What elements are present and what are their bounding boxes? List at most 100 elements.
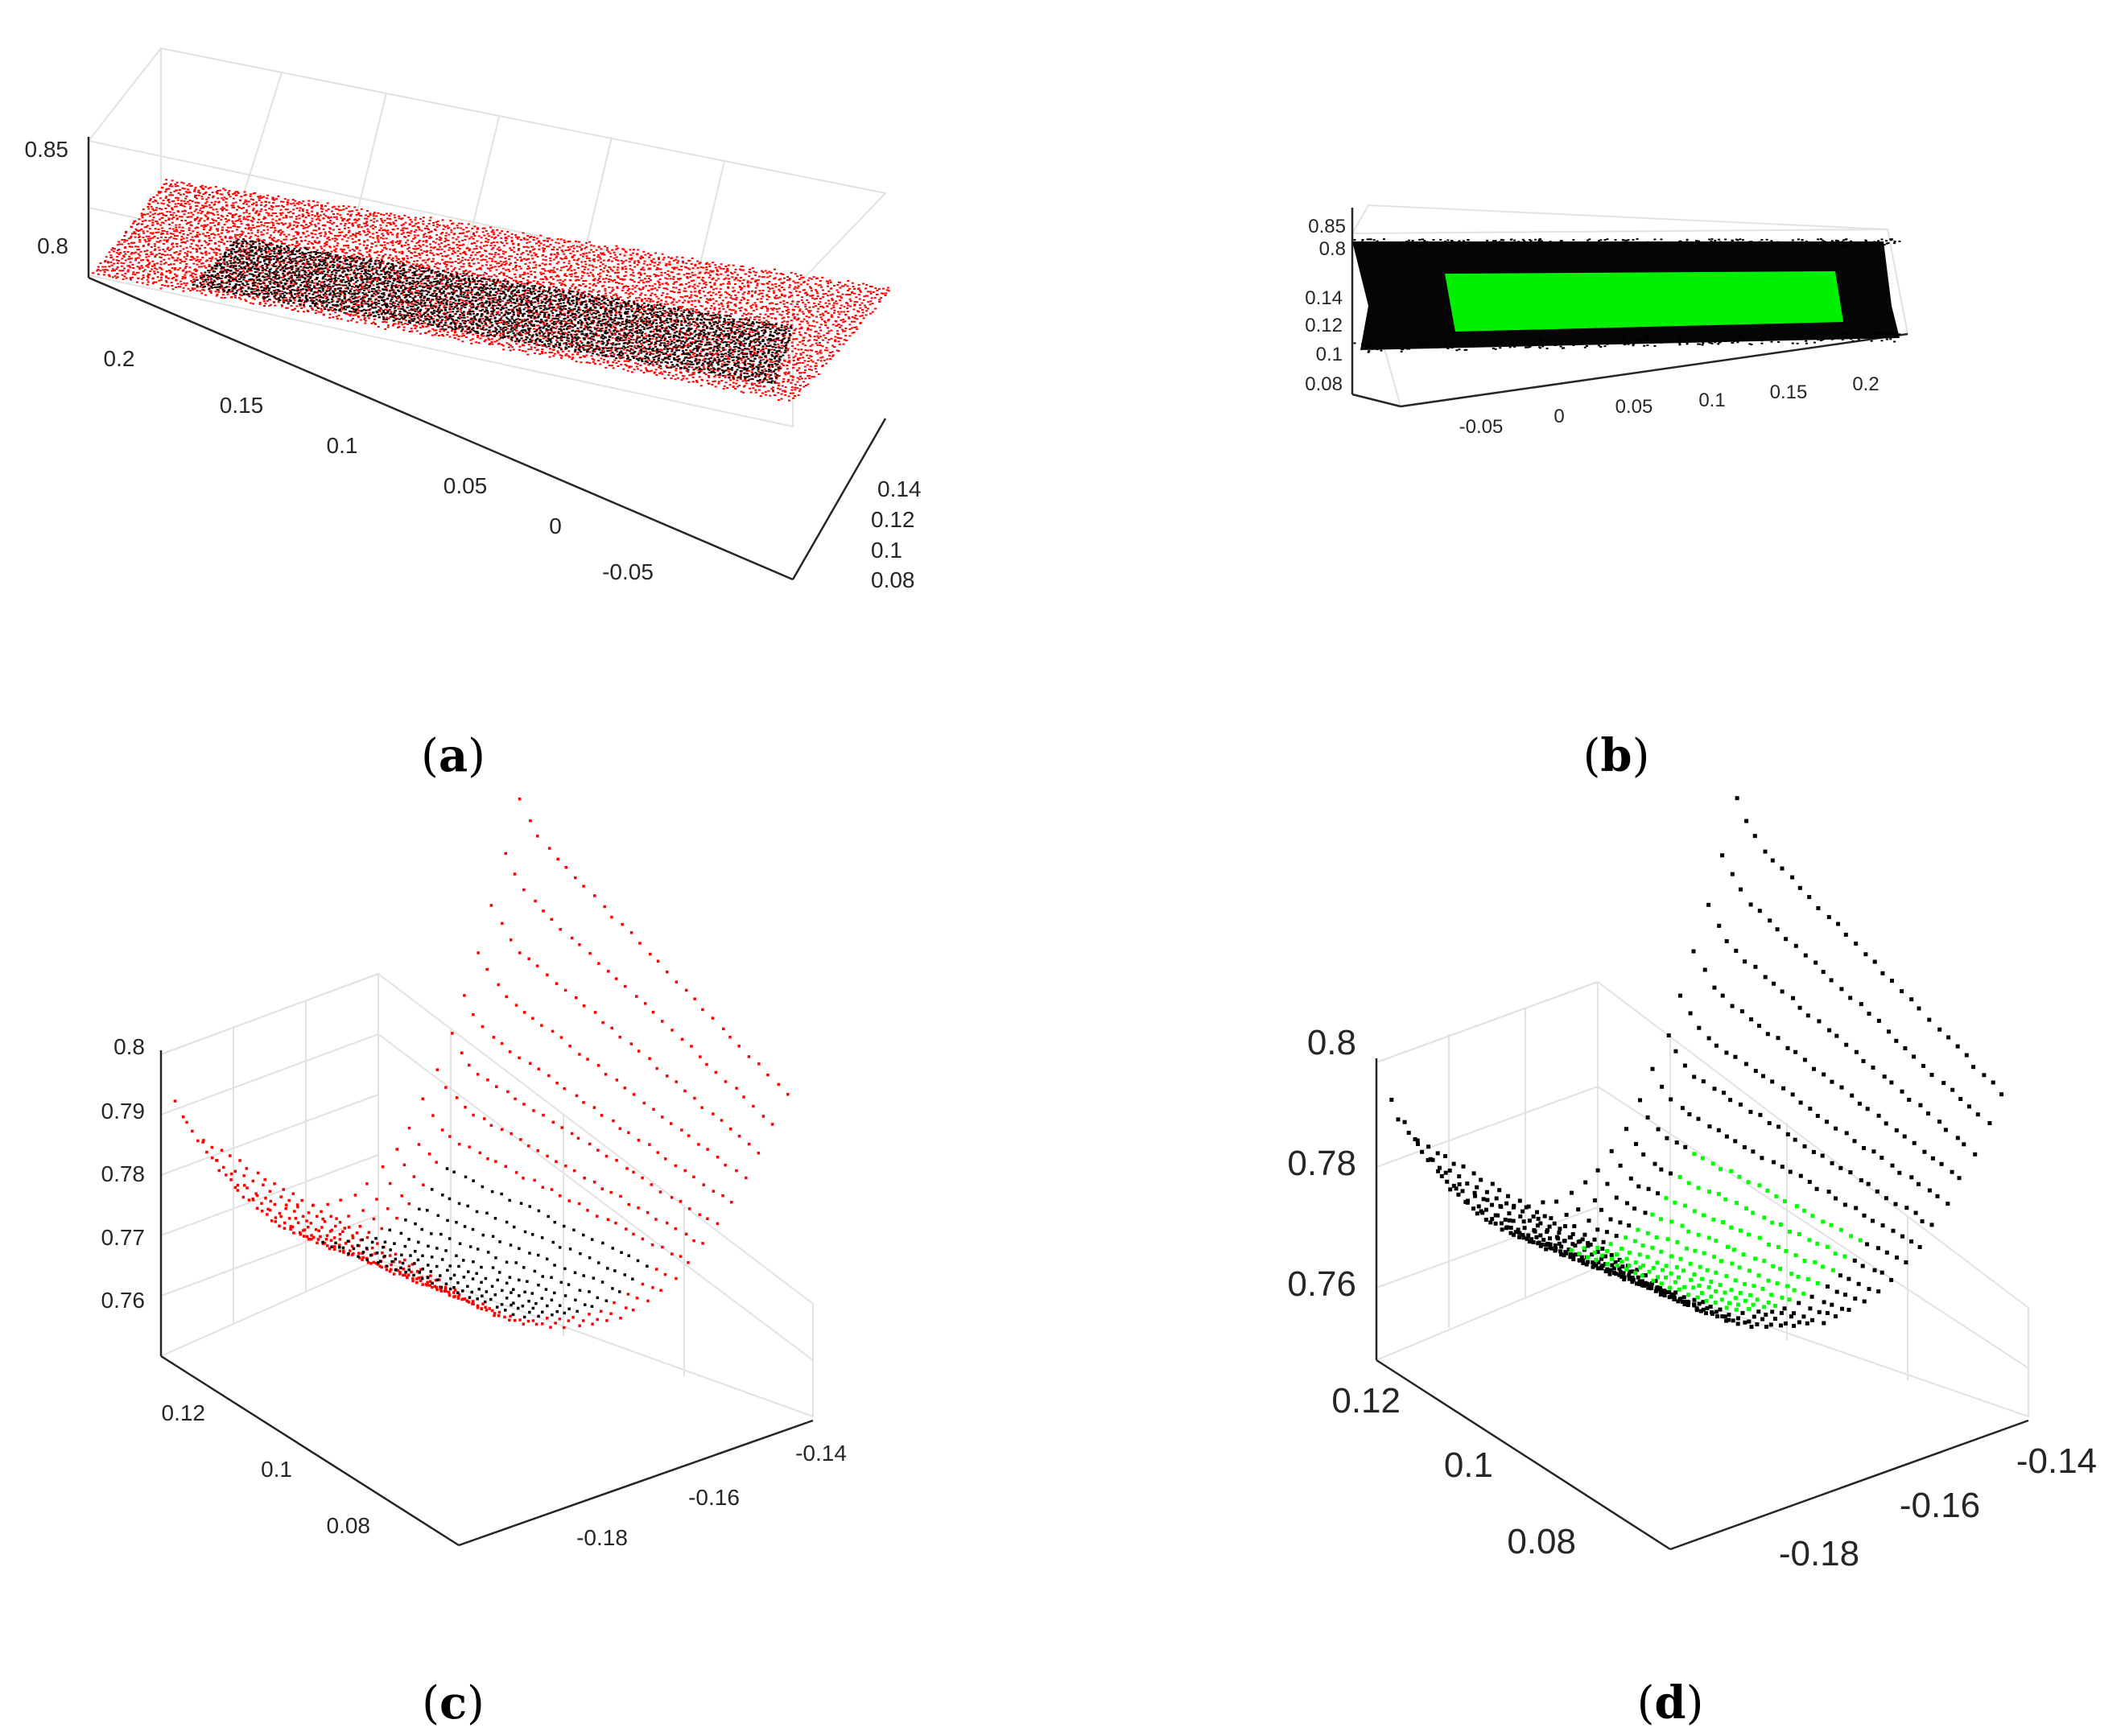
- panel-a-outer-point: [631, 288, 634, 291]
- panel-a-outer-point: [669, 333, 672, 336]
- panel-a-outer-point: [493, 233, 495, 236]
- panel-a-outer-point: [153, 235, 156, 237]
- panel-a-outer-point: [807, 357, 811, 360]
- panel-a-outer-point: [661, 253, 664, 255]
- panel-a-outer-point: [322, 228, 325, 230]
- panel-a-outer-point: [654, 282, 657, 285]
- panel-a-outer-point: [136, 224, 138, 226]
- panel-a-outer-point: [510, 249, 514, 251]
- panel-a-outer-point: [672, 276, 675, 278]
- panel-a-outer-point: [289, 260, 292, 262]
- panel-a-outer-point: [442, 228, 445, 230]
- panel-a-outer-point: [215, 220, 217, 222]
- panel-a-outer-point: [787, 354, 790, 357]
- panel-a-outer-point: [210, 206, 213, 208]
- panel-a-outer-point: [334, 250, 337, 253]
- panel-a-outer-point: [520, 302, 523, 304]
- panel-a-outer-point: [464, 252, 467, 254]
- panel-a-outer-point: [295, 216, 298, 218]
- panel-a-outer-point: [289, 276, 292, 278]
- panel-a-outer-point: [791, 300, 794, 303]
- panel-a-outer-point: [234, 201, 237, 204]
- panel-a-outer-point: [505, 275, 509, 278]
- panel-a-outer-point: [520, 260, 523, 262]
- panel-a-outer-point: [453, 266, 456, 269]
- panel-a-outer-point: [686, 277, 689, 279]
- panel-a-outer-point: [685, 266, 687, 269]
- panel-a-outer-point: [619, 254, 622, 256]
- panel-a-outer-point: [389, 218, 392, 221]
- panel-a-outer-point: [196, 245, 200, 247]
- panel-a-outer-point: [345, 245, 348, 247]
- panel-a-outer-point: [655, 268, 658, 270]
- panel-a-outer-point: [386, 212, 388, 215]
- panel-a-outer-point: [666, 303, 669, 305]
- panel-a-outer-point: [563, 266, 566, 268]
- panel-a-outer-point: [699, 266, 703, 269]
- panel-a-outer-point: [848, 298, 852, 300]
- panel-a-outer-point: [274, 205, 278, 208]
- panel-a-outer-point: [585, 255, 588, 258]
- panel-a-outer-point: [771, 312, 774, 315]
- panel-a-outer-point: [485, 273, 488, 275]
- panel-a-outer-point: [570, 275, 573, 278]
- panel-a-outer-point: [310, 232, 313, 234]
- panel-a-outer-point: [551, 278, 555, 280]
- panel-a-outer-point: [326, 263, 329, 265]
- panel-a-outer-point: [762, 276, 765, 278]
- panel-a-outer-point: [832, 304, 836, 307]
- panel-a-outer-point: [444, 261, 448, 263]
- panel-a-outer-point: [716, 352, 719, 354]
- panel-a-outer-point: [782, 274, 785, 275]
- panel-a-outer-point: [188, 203, 191, 205]
- panel-a-outer-point: [247, 228, 250, 230]
- panel-a-outer-point: [229, 196, 232, 198]
- panel-a-outer-point: [807, 310, 810, 312]
- panel-a-outer-point: [651, 338, 654, 340]
- panel-a-outer-point: [171, 243, 174, 245]
- panel-a-outer-point: [774, 296, 777, 299]
- panel-a-outer-point: [236, 226, 239, 229]
- panel-a-outer-point: [289, 216, 292, 218]
- panel-a-outer-point: [468, 249, 471, 252]
- panel-a-outer-point: [771, 302, 774, 304]
- panel-a-outer-point: [757, 293, 761, 295]
- panel-a-outer-point: [832, 307, 836, 308]
- panel-a-outer-point: [264, 209, 267, 211]
- panel-a-outer-point: [323, 249, 326, 251]
- panel-a-outer-point: [279, 214, 283, 216]
- panel-a-outer-point: [418, 253, 421, 255]
- panel-a-outer-point: [221, 216, 225, 218]
- panel-a-outer-point: [476, 227, 479, 229]
- panel-a-outer-point: [328, 246, 332, 249]
- panel-a-outer-point: [792, 280, 795, 282]
- panel-a-outer-point: [556, 238, 559, 241]
- panel-a-outer-point: [331, 210, 333, 212]
- panel-a-outer-point: [592, 305, 595, 307]
- panel-a-outer-point: [350, 254, 353, 257]
- panel-a-outer-point: [510, 278, 513, 279]
- panel-a-outer-point: [274, 241, 278, 243]
- panel-a-outer-point: [871, 311, 874, 313]
- panel-a-outer-point: [422, 233, 425, 236]
- panel-a-outer-point: [563, 274, 566, 277]
- panel-a-outer-point: [401, 290, 404, 292]
- panel-a-outer-point: [626, 297, 629, 299]
- panel-a-outer-point: [699, 262, 702, 264]
- panel-a-outer-point: [337, 266, 340, 269]
- panel-a-outer-point: [694, 291, 697, 293]
- panel-a-outer-point: [655, 295, 658, 298]
- panel-a-outer-point: [307, 212, 310, 215]
- panel-a-outer-point: [349, 213, 353, 216]
- panel-a-outer-point: [450, 231, 453, 233]
- panel-a-outer-point: [786, 320, 790, 323]
- panel-a-outer-point: [234, 220, 237, 222]
- panel-a-outer-point: [314, 233, 317, 236]
- panel-a-outer-point: [217, 233, 221, 236]
- panel-a-outer-point: [552, 286, 555, 288]
- panel-a-outer-point: [691, 280, 693, 282]
- panel-a-outer-point: [163, 183, 166, 185]
- panel-a-outer-point: [539, 242, 543, 245]
- panel-a-outer-point: [267, 214, 270, 216]
- panel-a-outer-point: [747, 292, 750, 295]
